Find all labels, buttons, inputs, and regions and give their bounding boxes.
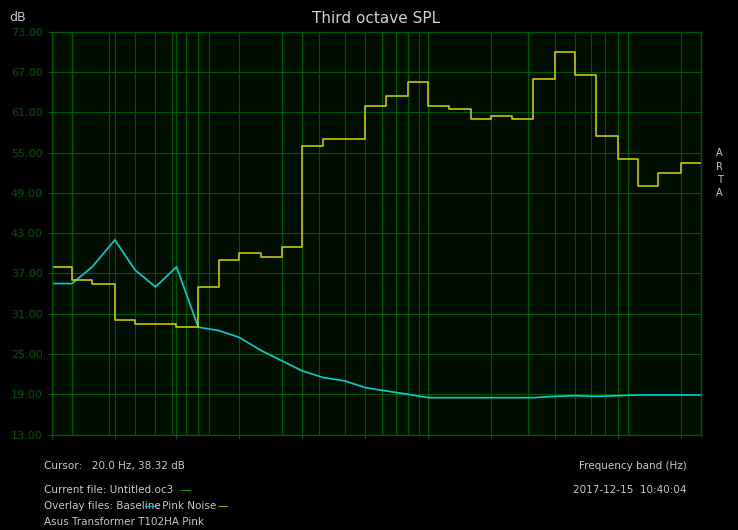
Text: Overlay files: Baseline: Overlay files: Baseline — [44, 501, 161, 511]
Text: —: — — [218, 501, 228, 511]
Title: Third octave SPL: Third octave SPL — [312, 12, 441, 26]
Text: Cursor:   20.0 Hz, 38.32 dB: Cursor: 20.0 Hz, 38.32 dB — [44, 461, 185, 471]
Text: A
R
T
A: A R T A — [716, 148, 723, 198]
Text: Asus Transformer T102HA Pink: Asus Transformer T102HA Pink — [44, 517, 204, 527]
Text: Frequency band (Hz): Frequency band (Hz) — [579, 461, 686, 471]
Text: dB: dB — [10, 11, 26, 24]
Text: Pink Noise: Pink Noise — [159, 501, 216, 511]
Text: —: — — [145, 501, 155, 511]
Text: Current file: Untitled.oc3: Current file: Untitled.oc3 — [44, 485, 173, 495]
Text: 2017-12-15  10:40:04: 2017-12-15 10:40:04 — [573, 485, 686, 495]
Text: —: — — [181, 485, 191, 495]
